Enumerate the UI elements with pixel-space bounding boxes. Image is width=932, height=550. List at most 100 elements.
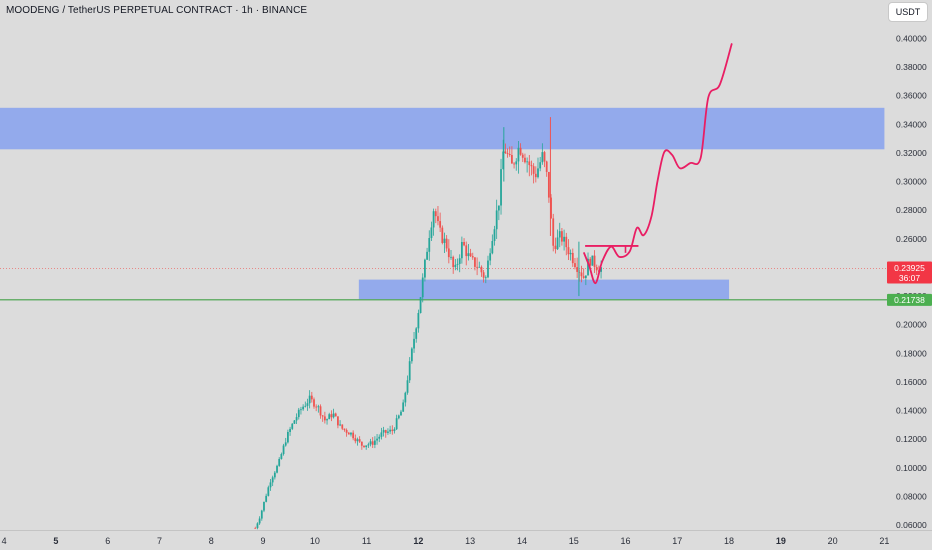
candle-body [600, 267, 602, 272]
candle-body [400, 411, 402, 416]
candle-body [304, 405, 307, 407]
candle-body [282, 445, 285, 455]
candle-body [404, 392, 407, 403]
candle-body [291, 423, 294, 429]
x-tick-label: 20 [828, 536, 838, 546]
candle-body [430, 227, 433, 239]
candle-body [417, 313, 420, 329]
candle-body [467, 253, 470, 257]
candle-body [437, 216, 439, 222]
x-tick-label: 8 [209, 536, 214, 546]
candle-body [489, 253, 492, 261]
y-tick-label: 0.18000 [896, 348, 927, 358]
last-price-label: 0.23925 [894, 262, 925, 273]
candle-body [397, 415, 400, 419]
candle-body [532, 166, 535, 174]
candle-body [402, 402, 405, 412]
candle-body [260, 510, 263, 519]
candle-body [439, 221, 442, 228]
candle-body [254, 527, 257, 529]
candle-body [454, 264, 457, 268]
candle-body [352, 432, 355, 439]
x-tick-label: 14 [517, 536, 527, 546]
candle-body [471, 256, 474, 258]
x-tick-label: 7 [157, 536, 162, 546]
candle-body [343, 428, 346, 430]
candle-body [456, 263, 459, 265]
candle-body [410, 348, 413, 362]
candle-body [595, 267, 598, 271]
projection-path [583, 43, 733, 285]
candle-body [286, 431, 289, 443]
candle-body [315, 406, 318, 408]
candle-body [387, 431, 389, 433]
candle-body [519, 147, 522, 155]
candle-body [302, 406, 305, 410]
candles [254, 117, 602, 530]
candle-body [395, 418, 398, 430]
symbol-title: MOODENG / TetherUS PERPETUAL CONTRACT · … [6, 5, 308, 16]
candle-body [476, 266, 479, 268]
candle-body [491, 240, 494, 254]
candle-body [541, 152, 544, 163]
candle-body [406, 380, 409, 393]
candle-body [421, 277, 424, 298]
candle-body [493, 229, 496, 241]
y-tick-label: 0.30000 [896, 177, 927, 187]
candle-body [458, 258, 461, 264]
candle-body [393, 429, 396, 432]
x-tick-label: 6 [105, 536, 110, 546]
candle-body [432, 211, 435, 228]
candle-body [460, 241, 463, 259]
candle-body [591, 255, 594, 266]
y-tick-label: 0.16000 [896, 377, 927, 387]
candle-body [545, 161, 548, 172]
candle-body [330, 414, 333, 418]
candle-body [328, 414, 331, 420]
candle-body [278, 458, 281, 466]
candle-body [517, 147, 520, 162]
candle-body [571, 252, 574, 264]
y-tick-label: 0.28000 [896, 205, 927, 215]
candle-body [391, 429, 394, 432]
candle-body [354, 438, 357, 442]
y-tick-label: 0.14000 [896, 406, 927, 416]
candle-body [480, 266, 483, 273]
candle-body [373, 440, 376, 445]
candle-body [593, 255, 596, 268]
currency-button[interactable]: USDT [888, 2, 928, 22]
candle-body [256, 523, 259, 529]
y-tick-label: 0.40000 [896, 33, 927, 43]
candle-body [482, 272, 485, 278]
candle-body [558, 231, 561, 238]
candle-body [478, 266, 481, 268]
candle-body [580, 272, 583, 277]
candle-body [587, 258, 589, 276]
candle-body [513, 163, 515, 165]
candle-body [378, 436, 381, 439]
candle-body [534, 173, 537, 178]
candle-body [339, 424, 341, 426]
candle-body [271, 477, 274, 483]
candle-body [547, 171, 550, 198]
candle-body [450, 256, 452, 258]
candle-body [345, 429, 348, 433]
candle-body [576, 267, 579, 272]
candle-body [574, 263, 576, 268]
candle-body [323, 416, 326, 421]
candle-body [263, 501, 265, 511]
candle-body [543, 152, 546, 162]
candle-body [452, 256, 455, 268]
x-tick-label: 21 [879, 536, 889, 546]
x-tick-label: 16 [621, 536, 631, 546]
candle-body [376, 438, 378, 441]
x-tick-label: 11 [362, 536, 371, 546]
candle-body [297, 409, 300, 418]
x-tick-label: 5 [53, 536, 58, 546]
y-tick-label: 0.34000 [896, 119, 927, 129]
candle-body [463, 241, 465, 246]
candle-body [528, 161, 531, 166]
candle-body [321, 415, 324, 417]
